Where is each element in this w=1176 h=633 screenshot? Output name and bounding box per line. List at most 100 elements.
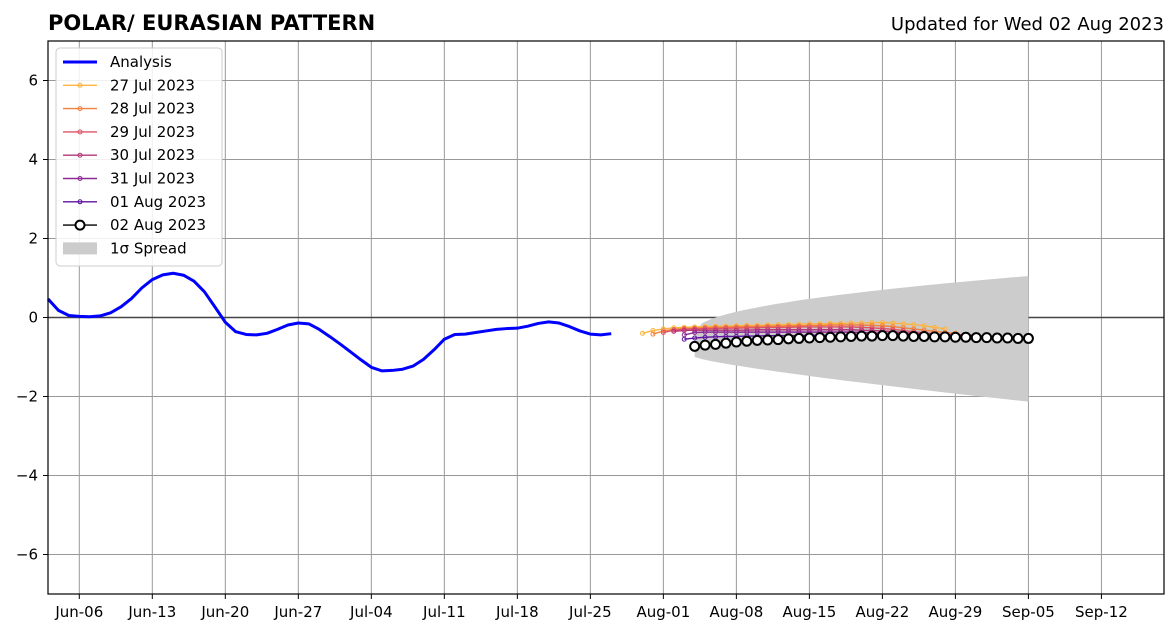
x-tick-label: Jun-13 xyxy=(127,603,176,621)
x-tick-label: Aug-01 xyxy=(636,603,690,621)
latest-forecast-point xyxy=(991,332,1003,344)
legend-label: 30 Jul 2023 xyxy=(110,146,195,164)
latest-forecast-point xyxy=(1022,332,1034,344)
latest-forecast-point xyxy=(710,338,722,350)
forecast-point xyxy=(817,324,823,330)
latest-forecast-point xyxy=(762,334,774,346)
latest-forecast-series xyxy=(689,330,1034,352)
latest-forecast-point xyxy=(835,331,847,343)
forecast-point xyxy=(681,336,687,342)
x-tick-label: Sep-05 xyxy=(1002,603,1055,621)
forecast-point xyxy=(869,320,875,326)
forecast-point xyxy=(702,329,708,335)
legend-entry: 27 Jul 2023 xyxy=(63,76,195,94)
legend-marker xyxy=(77,129,83,135)
legend-label: 02 Aug 2023 xyxy=(110,216,206,234)
legend-swatch xyxy=(63,242,97,255)
y-tick-label: 2 xyxy=(28,230,38,248)
latest-forecast-point xyxy=(939,331,951,343)
latest-forecast-point xyxy=(876,330,888,342)
latest-forecast-point xyxy=(908,330,920,342)
y-tick-label: 4 xyxy=(28,151,38,169)
chart-title: POLAR/ EURASIAN PATTERN xyxy=(48,11,375,35)
latest-forecast-point xyxy=(856,330,868,342)
x-tick-label: Aug-29 xyxy=(929,603,983,621)
x-tick-label: Sep-12 xyxy=(1075,603,1128,621)
x-tick-label: Jun-06 xyxy=(54,603,103,621)
forecast-point xyxy=(848,324,854,330)
y-tick-label: 6 xyxy=(28,72,38,90)
latest-forecast-point xyxy=(824,331,836,343)
legend-label: Analysis xyxy=(110,53,172,71)
legend-label: 31 Jul 2023 xyxy=(110,170,195,188)
legend-entry: 29 Jul 2023 xyxy=(63,123,195,141)
latest-forecast-point xyxy=(866,330,878,342)
latest-forecast-point xyxy=(1002,332,1014,344)
latest-forecast-point xyxy=(929,331,941,343)
legend-entry: 28 Jul 2023 xyxy=(63,100,195,118)
plot-area: Jun-06 Jun-13 Jun-20 Jun-27 Jul-04 Jul-11 Jul-… xyxy=(16,40,1165,621)
chart-subtitle: Updated for Wed 02 Aug 2023 xyxy=(891,14,1164,35)
forecast-point xyxy=(827,324,833,330)
legend-label: 1σ Spread xyxy=(110,239,187,257)
latest-forecast-point xyxy=(960,331,972,343)
legend-entry: 01 Aug 2023 xyxy=(63,193,206,211)
forecast-point xyxy=(890,324,896,330)
latest-forecast-point xyxy=(845,330,857,342)
forecast-point xyxy=(702,334,708,340)
forecast-point xyxy=(879,320,885,326)
latest-forecast-point xyxy=(814,332,826,344)
legend-entry: 31 Jul 2023 xyxy=(63,170,195,188)
legend-label: 01 Aug 2023 xyxy=(110,193,206,211)
forecast-point xyxy=(660,330,666,336)
forecast-point xyxy=(713,334,719,340)
legend-label: 29 Jul 2023 xyxy=(110,123,195,141)
y-tick-label: −4 xyxy=(16,467,38,485)
latest-forecast-point xyxy=(699,339,711,351)
forecast-point xyxy=(806,324,812,330)
legend-box xyxy=(55,47,223,267)
latest-forecast-point xyxy=(981,332,993,344)
legend-label: 27 Jul 2023 xyxy=(110,76,195,94)
latest-forecast-point xyxy=(897,330,909,342)
legend-label: 28 Jul 2023 xyxy=(110,100,195,118)
y-tick-label: −6 xyxy=(16,546,38,564)
legend-marker xyxy=(77,152,83,158)
latest-forecast-point xyxy=(689,340,701,352)
forecast-point xyxy=(859,324,865,330)
y-tick-label: −2 xyxy=(16,388,38,406)
forecast-point xyxy=(869,325,875,331)
latest-forecast-point xyxy=(970,332,982,344)
latest-forecast-point xyxy=(741,335,753,347)
x-tick-label: Aug-08 xyxy=(709,603,763,621)
x-tick-label: Aug-15 xyxy=(782,603,836,621)
forecast-point xyxy=(660,328,666,334)
legend-marker xyxy=(74,219,86,231)
latest-forecast-point xyxy=(730,336,742,348)
latest-forecast-point xyxy=(1012,332,1024,344)
forecast-point xyxy=(692,330,698,336)
latest-forecast-point xyxy=(887,330,899,342)
legend-entry: 30 Jul 2023 xyxy=(63,146,195,164)
legend-entry: Analysis xyxy=(63,53,172,71)
latest-forecast-point xyxy=(803,332,815,344)
legend-marker xyxy=(77,199,83,205)
x-tick-label: Jul-11 xyxy=(422,603,466,621)
legend-marker xyxy=(77,106,83,112)
y-tick-label: 0 xyxy=(28,309,38,327)
forecast-point xyxy=(650,331,656,337)
x-tick-label: Jun-27 xyxy=(273,603,322,621)
x-tick-label: Jun-20 xyxy=(200,603,249,621)
latest-forecast-point xyxy=(772,334,784,346)
latest-forecast-point xyxy=(783,333,795,345)
forecast-point xyxy=(671,328,677,334)
legend-marker xyxy=(77,176,83,181)
forecast-point xyxy=(879,323,885,329)
legend: Analysis 27 Jul 2023 28 Jul 2023 29 Jul 202… xyxy=(55,47,223,267)
x-tick-label: Jul-25 xyxy=(568,603,612,621)
forecast-point xyxy=(640,330,646,336)
forecast-point xyxy=(838,324,844,330)
legend-entry: 1σ Spread xyxy=(63,239,187,257)
legend-marker xyxy=(77,82,83,88)
